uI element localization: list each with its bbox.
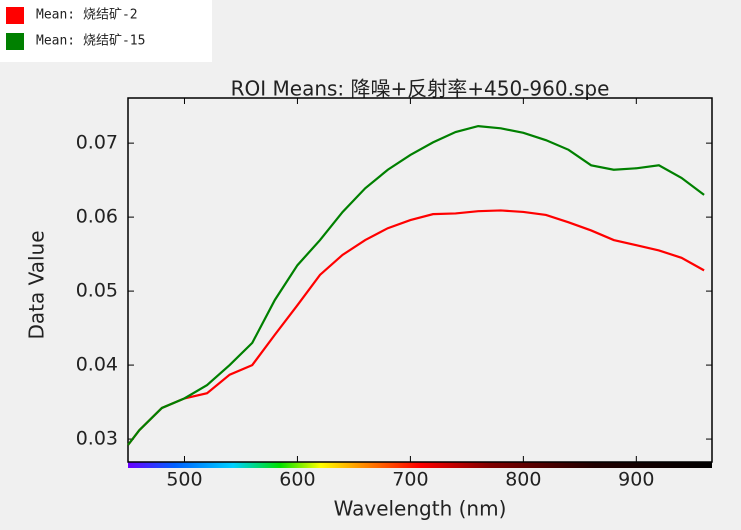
x-axis-label: Wavelength (nm) <box>334 497 507 521</box>
color-bar <box>128 462 712 468</box>
x-tick-label: 700 <box>392 469 428 491</box>
plot-frame <box>127 97 713 463</box>
x-tick-label: 600 <box>279 469 315 491</box>
y-axis-label: Data Value <box>25 230 49 339</box>
legend-label: Mean: 烧结矿-2 <box>36 8 138 23</box>
x-tick-label: 800 <box>505 469 541 491</box>
legend-box <box>0 0 212 62</box>
series-line <box>127 209 705 446</box>
legend-swatch <box>6 7 24 24</box>
legend-swatch <box>6 33 24 50</box>
y-tick-label: 0.05 <box>76 280 118 302</box>
y-tick-label: 0.06 <box>76 206 118 228</box>
y-tick-label: 0.07 <box>76 132 118 154</box>
y-tick-label: 0.03 <box>76 428 118 450</box>
x-tick-label: 500 <box>166 469 202 491</box>
chart-title: ROI Means: 降噪+反射率+450-960.spe <box>231 77 610 101</box>
x-tick-label: 900 <box>618 469 654 491</box>
series-line <box>127 124 705 446</box>
y-tick-label: 0.04 <box>76 354 118 376</box>
legend-label: Mean: 烧结矿-15 <box>36 34 145 49</box>
